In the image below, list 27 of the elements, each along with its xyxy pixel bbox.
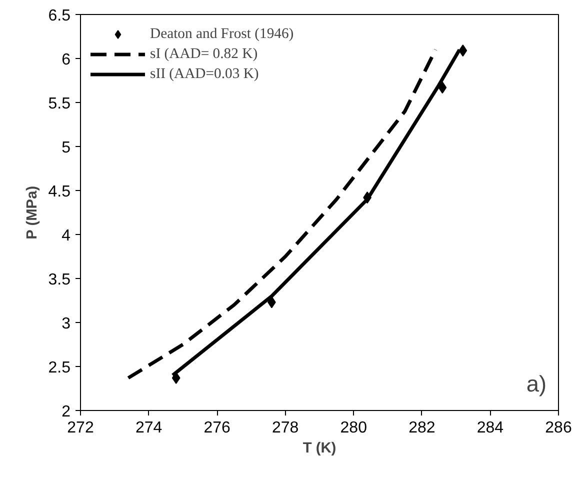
x-tick-label: 280: [340, 420, 368, 436]
y-axis-title: P (MPa): [24, 186, 40, 240]
legend-label: Deaton and Frost (1946): [150, 26, 294, 42]
legend-label: sII (AAD=0.03 K): [150, 66, 259, 82]
x-tick-label: 278: [272, 420, 299, 436]
annotation: a): [526, 370, 547, 396]
y-tick-label: 2.5: [48, 360, 71, 376]
point: [438, 82, 447, 94]
y-tick-label: 5.5: [48, 96, 71, 112]
x-tick-label: 284: [476, 420, 504, 436]
x-axis-title: T (K): [302, 440, 336, 456]
y-tick-label: 6.5: [48, 8, 71, 24]
line-series: [126, 48, 438, 380]
legend-label: sI (AAD= 0.82 K): [150, 46, 258, 62]
y-tick-label: 6: [62, 52, 71, 68]
x-tick-label: 272: [67, 420, 94, 436]
y-tick-label: 2: [62, 404, 71, 420]
y-tick-label: 3.5: [48, 272, 71, 288]
point: [458, 44, 468, 57]
y-tick-label: 4.5: [48, 184, 71, 200]
y-tick-label: 3: [62, 316, 71, 332]
x-tick-label: 282: [408, 420, 436, 436]
x-tick-label: 286: [545, 420, 572, 436]
y-tick-label: 4: [62, 228, 71, 244]
x-tick-label: 276: [204, 420, 231, 436]
y-tick-label: 5: [62, 140, 71, 156]
x-tick-label: 274: [135, 420, 162, 436]
